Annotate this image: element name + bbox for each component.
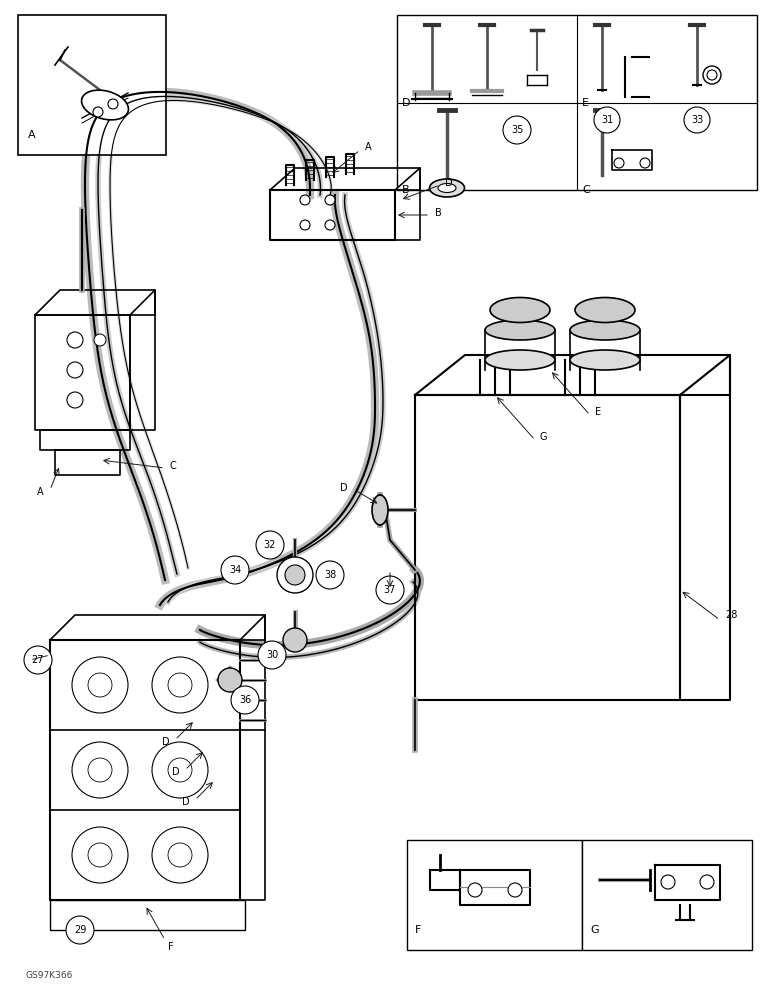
Circle shape	[168, 843, 192, 867]
Circle shape	[700, 875, 714, 889]
Ellipse shape	[485, 350, 555, 370]
Ellipse shape	[429, 179, 465, 197]
Circle shape	[503, 116, 531, 144]
Circle shape	[508, 883, 522, 897]
Text: 35: 35	[511, 125, 523, 135]
Ellipse shape	[82, 90, 128, 120]
Text: D: D	[172, 767, 180, 777]
Text: 27: 27	[32, 655, 44, 665]
Text: 30: 30	[266, 650, 278, 660]
Text: 31: 31	[601, 115, 613, 125]
Ellipse shape	[575, 298, 635, 322]
Text: C: C	[582, 185, 590, 195]
Circle shape	[231, 686, 259, 714]
Ellipse shape	[438, 184, 456, 192]
Circle shape	[256, 531, 284, 559]
Circle shape	[316, 561, 344, 589]
Ellipse shape	[570, 320, 640, 340]
Text: E: E	[582, 98, 589, 108]
Text: D: D	[162, 737, 170, 747]
Text: 36: 36	[239, 695, 251, 705]
Circle shape	[614, 158, 624, 168]
Text: D: D	[182, 797, 190, 807]
Text: 38: 38	[324, 570, 336, 580]
Circle shape	[218, 668, 242, 692]
Circle shape	[168, 758, 192, 782]
Bar	[582, 840, 752, 950]
Text: D: D	[445, 178, 452, 188]
Text: G: G	[590, 925, 598, 935]
Circle shape	[376, 576, 404, 604]
Circle shape	[93, 107, 103, 117]
Circle shape	[325, 195, 335, 205]
Text: GS97K366: GS97K366	[25, 970, 73, 980]
Circle shape	[300, 195, 310, 205]
Text: A: A	[365, 142, 371, 152]
Text: E: E	[595, 407, 601, 417]
Circle shape	[67, 362, 83, 378]
Text: F: F	[168, 942, 174, 952]
Text: A: A	[28, 130, 36, 140]
Text: A: A	[37, 487, 44, 497]
Ellipse shape	[372, 495, 388, 525]
Circle shape	[72, 742, 128, 798]
Text: 34: 34	[229, 565, 241, 575]
Circle shape	[72, 827, 128, 883]
Circle shape	[94, 334, 106, 346]
Circle shape	[168, 673, 192, 697]
Circle shape	[72, 657, 128, 713]
Circle shape	[67, 332, 83, 348]
Text: F: F	[415, 925, 422, 935]
Circle shape	[468, 883, 482, 897]
Circle shape	[594, 107, 620, 133]
Circle shape	[152, 657, 208, 713]
Text: 29: 29	[74, 925, 86, 935]
Text: 33: 33	[691, 115, 703, 125]
Circle shape	[24, 646, 52, 674]
Circle shape	[684, 107, 710, 133]
Text: B: B	[402, 185, 410, 195]
Circle shape	[300, 220, 310, 230]
Circle shape	[66, 916, 94, 944]
Circle shape	[640, 158, 650, 168]
Text: C: C	[170, 461, 177, 471]
Text: 28: 28	[725, 610, 737, 620]
Circle shape	[108, 99, 118, 109]
Ellipse shape	[570, 350, 640, 370]
Circle shape	[88, 843, 112, 867]
Text: G: G	[540, 432, 547, 442]
Circle shape	[325, 220, 335, 230]
Circle shape	[707, 70, 717, 80]
Circle shape	[88, 673, 112, 697]
Ellipse shape	[490, 298, 550, 322]
Bar	[397, 15, 757, 190]
Bar	[18, 15, 166, 155]
Text: D: D	[402, 98, 411, 108]
Text: 32: 32	[264, 540, 276, 550]
Circle shape	[67, 392, 83, 408]
Circle shape	[221, 556, 249, 584]
Bar	[407, 840, 582, 950]
Text: D: D	[340, 483, 348, 493]
Circle shape	[258, 641, 286, 669]
Ellipse shape	[485, 320, 555, 340]
Circle shape	[277, 557, 313, 593]
Circle shape	[283, 628, 307, 652]
Circle shape	[703, 66, 721, 84]
Circle shape	[285, 565, 305, 585]
Text: B: B	[435, 208, 442, 218]
Circle shape	[152, 742, 208, 798]
Circle shape	[152, 827, 208, 883]
Circle shape	[661, 875, 675, 889]
Circle shape	[88, 758, 112, 782]
Text: 37: 37	[384, 585, 396, 595]
